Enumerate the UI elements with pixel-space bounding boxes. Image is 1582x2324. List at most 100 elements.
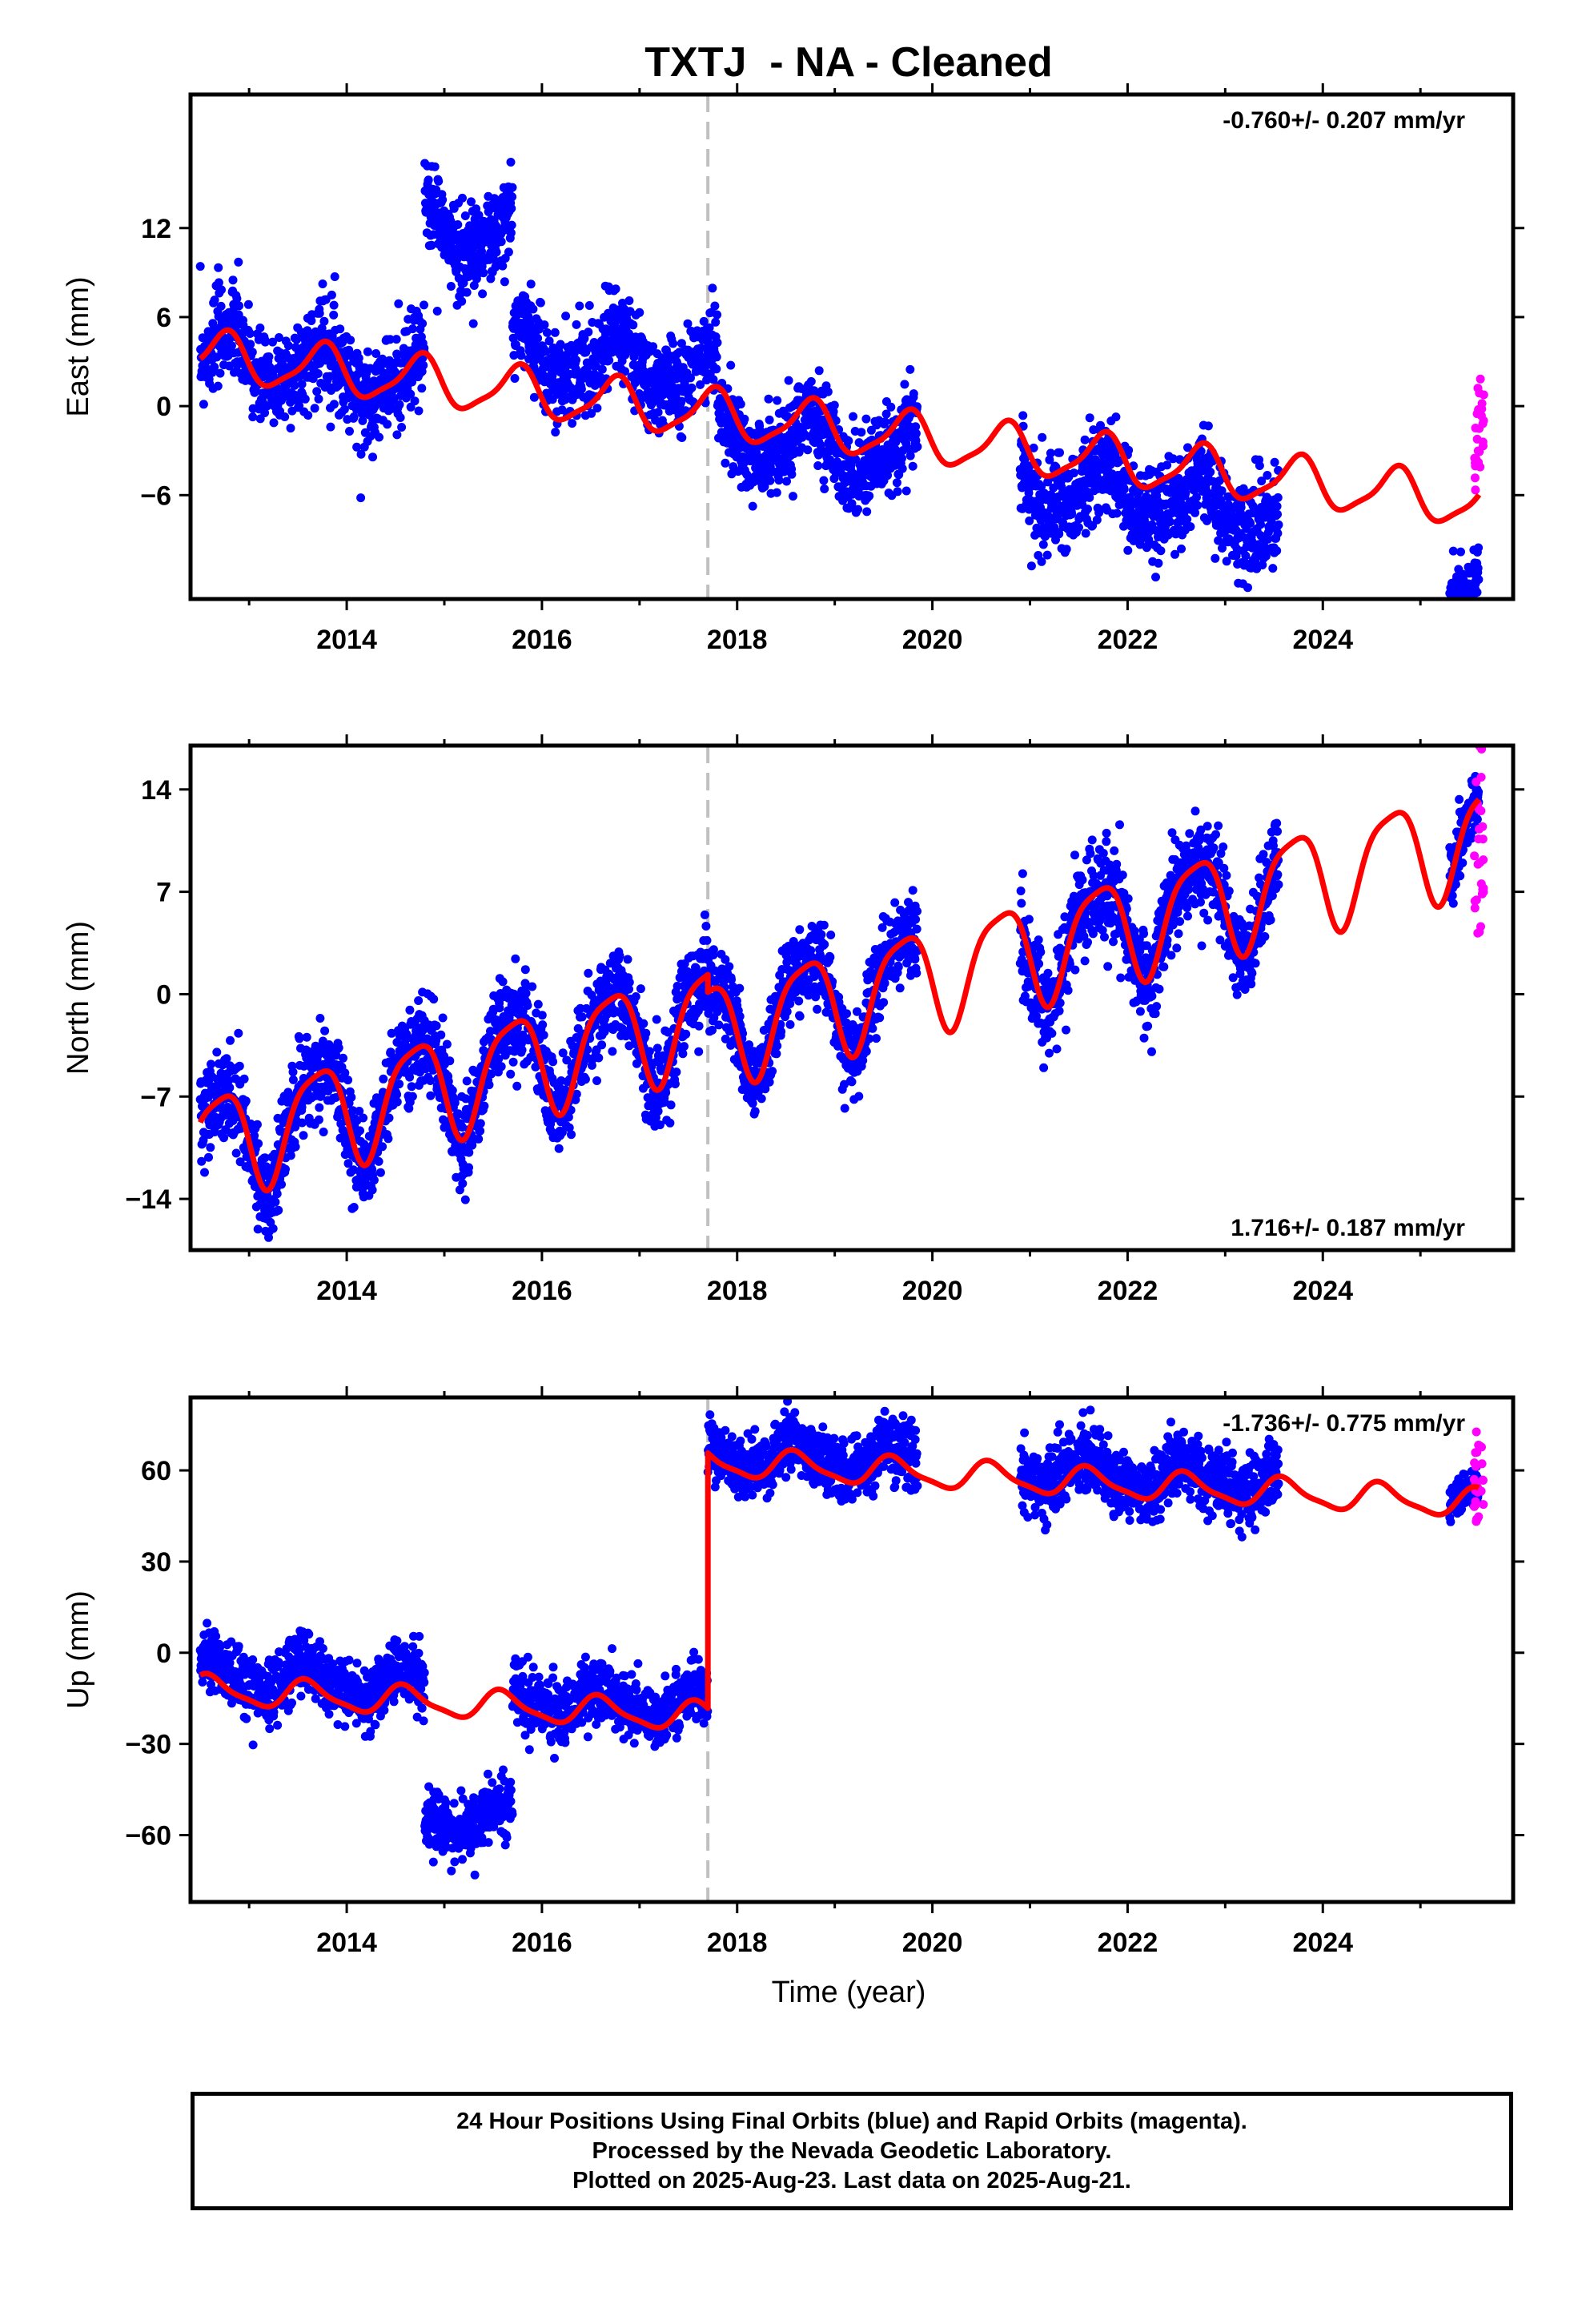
east-point bbox=[883, 471, 893, 480]
east-point bbox=[1037, 557, 1046, 566]
east-x-tick-label: 2018 bbox=[707, 625, 768, 655]
north-point bbox=[343, 1076, 353, 1085]
east-point bbox=[572, 356, 581, 365]
north-point bbox=[594, 1053, 604, 1063]
east-point bbox=[1067, 509, 1077, 519]
north-point bbox=[636, 984, 645, 994]
north-point bbox=[281, 1164, 290, 1174]
east-point bbox=[329, 310, 339, 320]
east-point bbox=[326, 422, 335, 432]
north-point bbox=[272, 1189, 282, 1199]
east-point bbox=[457, 296, 467, 306]
east-point bbox=[1096, 420, 1105, 430]
east-point bbox=[1037, 482, 1046, 492]
east-point bbox=[611, 284, 620, 294]
east-point bbox=[1177, 544, 1186, 553]
north-point bbox=[277, 1180, 286, 1189]
east-point bbox=[356, 493, 366, 503]
north-point bbox=[288, 1075, 298, 1084]
north-point bbox=[631, 992, 640, 1001]
north-point bbox=[508, 1057, 518, 1067]
east-point bbox=[526, 279, 536, 289]
north-point bbox=[438, 1013, 448, 1023]
north-point bbox=[429, 995, 439, 1004]
north-point bbox=[577, 1012, 587, 1022]
north-point bbox=[436, 1030, 446, 1039]
east-point bbox=[383, 420, 392, 429]
east-point bbox=[213, 381, 223, 391]
north-point bbox=[608, 1047, 617, 1056]
east-point bbox=[492, 247, 501, 257]
north-point bbox=[254, 1139, 263, 1148]
east-point bbox=[1025, 516, 1034, 525]
east-point bbox=[748, 501, 757, 511]
east-point bbox=[576, 384, 586, 394]
east-point bbox=[280, 412, 290, 421]
east-point bbox=[469, 281, 479, 290]
east-point bbox=[740, 414, 749, 424]
east-point bbox=[736, 400, 745, 409]
east-point bbox=[1062, 545, 1071, 554]
north-point bbox=[414, 996, 424, 1005]
east-point bbox=[1468, 601, 1477, 609]
east-point bbox=[467, 197, 476, 207]
east-point bbox=[911, 422, 921, 432]
east-point bbox=[1144, 535, 1154, 545]
north-point bbox=[624, 978, 634, 987]
east-point bbox=[1272, 546, 1282, 556]
north-point bbox=[274, 1205, 283, 1215]
east-point bbox=[464, 271, 473, 281]
east-point bbox=[1038, 540, 1048, 549]
north-point bbox=[672, 1068, 681, 1077]
east-point bbox=[1452, 609, 1460, 618]
east-point bbox=[1055, 448, 1064, 457]
north-point bbox=[348, 1106, 358, 1116]
east-point bbox=[1257, 476, 1267, 486]
east-point bbox=[721, 458, 730, 468]
east-point bbox=[212, 352, 222, 362]
east-point bbox=[1458, 615, 1467, 624]
north-point bbox=[231, 1148, 241, 1158]
east-point bbox=[1069, 468, 1078, 478]
east-point bbox=[908, 461, 917, 471]
east-point bbox=[313, 369, 323, 378]
east-point bbox=[1474, 543, 1484, 553]
east-point bbox=[568, 419, 577, 428]
east-point bbox=[1151, 573, 1160, 582]
north-point bbox=[517, 1045, 527, 1055]
east-point bbox=[911, 428, 921, 438]
east-point bbox=[529, 363, 539, 372]
east-point bbox=[1125, 493, 1134, 502]
east-point bbox=[699, 316, 709, 326]
east-point bbox=[1181, 489, 1191, 498]
north-point bbox=[460, 1195, 470, 1204]
east-point bbox=[892, 478, 901, 488]
north-point bbox=[234, 1028, 243, 1038]
east-point bbox=[508, 192, 517, 202]
east-point bbox=[1256, 520, 1265, 529]
north-point bbox=[239, 1074, 249, 1084]
east-point bbox=[1274, 520, 1283, 529]
north-point bbox=[567, 1130, 576, 1140]
north-point bbox=[224, 1076, 234, 1085]
east-point bbox=[1193, 501, 1203, 510]
east-point bbox=[327, 290, 336, 300]
east-point bbox=[232, 294, 242, 304]
north-point bbox=[367, 1185, 377, 1195]
east-point bbox=[624, 296, 634, 305]
east-point bbox=[1045, 455, 1054, 464]
east-point bbox=[1450, 606, 1459, 615]
east-point bbox=[424, 175, 433, 185]
north-point bbox=[480, 1101, 489, 1111]
east-point bbox=[214, 263, 223, 272]
east-x-tick-label: 2024 bbox=[1292, 625, 1353, 655]
east-point bbox=[379, 368, 388, 378]
north-point bbox=[681, 1029, 691, 1039]
north-point bbox=[615, 951, 624, 961]
east-point bbox=[315, 308, 324, 318]
east-point bbox=[893, 487, 902, 497]
east-point bbox=[900, 380, 909, 389]
east-point bbox=[1231, 551, 1241, 561]
